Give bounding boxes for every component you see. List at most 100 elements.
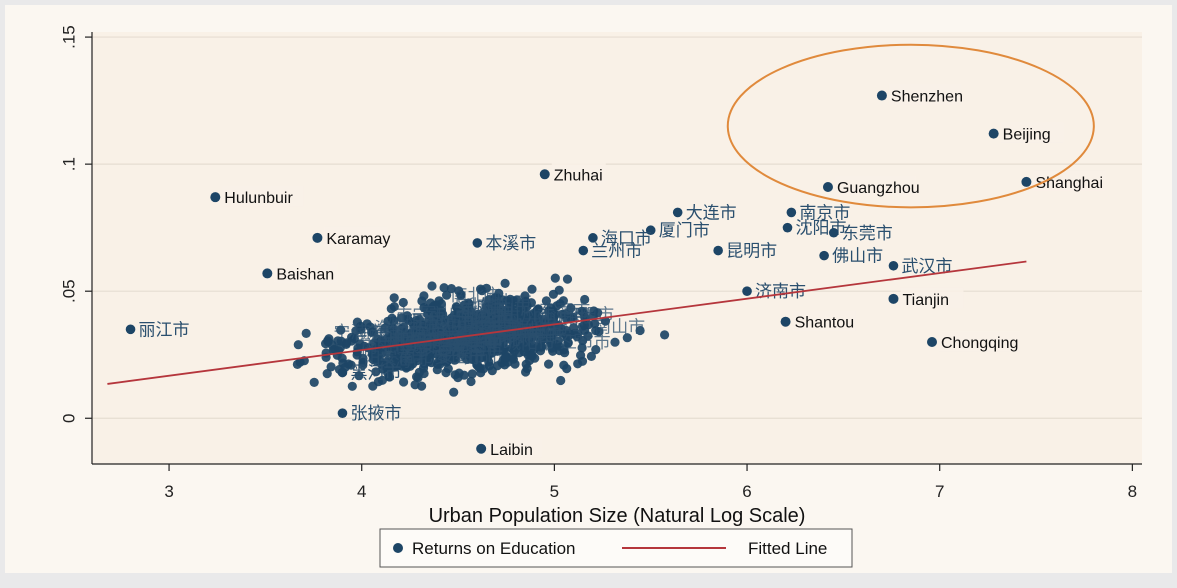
legend-marker-returns bbox=[393, 543, 403, 553]
filler-glyph: 阳山市 bbox=[389, 332, 440, 351]
point bbox=[403, 347, 413, 357]
highlight-ellipse bbox=[726, 43, 1095, 209]
point-label: 武汉市 bbox=[901, 257, 952, 276]
filler-glyph: 安海市 bbox=[419, 337, 470, 356]
point bbox=[564, 329, 574, 339]
legend-label-fitted: Fitted Line bbox=[748, 539, 827, 558]
filler-glyph: 海阳市 bbox=[374, 319, 425, 338]
filler-glyph: 安安市 bbox=[478, 318, 529, 337]
point bbox=[367, 327, 377, 337]
point bbox=[527, 284, 537, 294]
point-label: Beijing bbox=[1003, 127, 1051, 144]
point bbox=[410, 380, 420, 390]
point bbox=[589, 306, 599, 316]
point bbox=[500, 352, 510, 362]
point-label: 东莞市 bbox=[842, 224, 893, 243]
point bbox=[594, 327, 604, 337]
point bbox=[521, 367, 531, 377]
point bbox=[472, 238, 483, 248]
gridlines bbox=[92, 36, 1142, 419]
point bbox=[407, 318, 417, 328]
x-tick-label: 3 bbox=[164, 482, 173, 501]
point bbox=[500, 278, 510, 288]
point bbox=[576, 350, 586, 360]
plot-area bbox=[92, 32, 1142, 464]
point bbox=[399, 377, 409, 387]
point bbox=[125, 324, 136, 335]
point bbox=[389, 316, 399, 326]
point bbox=[530, 331, 540, 341]
point bbox=[488, 334, 498, 344]
point bbox=[782, 222, 793, 233]
point bbox=[532, 312, 542, 322]
point-label: 佛山市 bbox=[832, 247, 883, 266]
point bbox=[336, 325, 346, 335]
point bbox=[482, 306, 492, 316]
x-tick-label: 7 bbox=[935, 482, 944, 501]
point bbox=[501, 319, 511, 329]
filler-glyph: 江市市 bbox=[560, 333, 611, 352]
label-bg bbox=[939, 331, 1020, 352]
point bbox=[414, 333, 424, 343]
point bbox=[354, 371, 364, 381]
point bbox=[347, 381, 357, 391]
point bbox=[452, 302, 462, 313]
point bbox=[588, 233, 598, 243]
point bbox=[466, 376, 476, 387]
point bbox=[541, 296, 552, 306]
point-label: Laibin bbox=[490, 442, 533, 459]
point bbox=[459, 310, 469, 320]
filler-glyph: 阳安市 bbox=[538, 327, 589, 346]
label-bg bbox=[274, 262, 338, 283]
point bbox=[610, 337, 620, 347]
point bbox=[435, 352, 445, 362]
filler-glyph: 东南市 bbox=[539, 301, 590, 320]
label-bg bbox=[324, 226, 388, 247]
point bbox=[481, 322, 491, 332]
point-label: 厦门市 bbox=[659, 221, 710, 240]
point bbox=[479, 364, 489, 374]
point-label: 丽江市 bbox=[139, 320, 190, 339]
point bbox=[591, 345, 601, 355]
point bbox=[457, 320, 467, 330]
point bbox=[386, 304, 396, 314]
point bbox=[378, 364, 388, 374]
axes: 0 .05 .1 .15 3 4 5 6 7 8 bbox=[59, 25, 1142, 501]
point bbox=[466, 352, 476, 362]
point bbox=[577, 343, 587, 353]
point bbox=[548, 289, 559, 299]
point bbox=[521, 334, 532, 344]
point bbox=[368, 381, 378, 391]
point bbox=[510, 359, 520, 369]
filler-glyph: 海安市 bbox=[448, 338, 499, 357]
point bbox=[396, 330, 406, 340]
point bbox=[580, 294, 590, 305]
label-bg bbox=[888, 84, 961, 105]
point bbox=[988, 128, 999, 139]
point bbox=[419, 291, 429, 301]
point bbox=[438, 340, 448, 350]
point bbox=[544, 359, 554, 369]
point bbox=[496, 345, 506, 355]
filler-glyph: 东阳市 bbox=[563, 306, 614, 325]
point bbox=[430, 300, 440, 311]
point-label: 昆明市 bbox=[726, 242, 777, 261]
filler-glyph: 南海市 bbox=[354, 323, 405, 342]
point bbox=[819, 250, 829, 261]
point bbox=[888, 260, 899, 271]
point bbox=[427, 281, 437, 291]
label-bg bbox=[834, 176, 916, 197]
point bbox=[301, 328, 311, 338]
point bbox=[557, 328, 567, 338]
point bbox=[337, 408, 348, 418]
point bbox=[439, 283, 449, 293]
point bbox=[476, 345, 486, 355]
label-bg bbox=[900, 287, 964, 308]
point bbox=[441, 368, 451, 378]
point bbox=[438, 316, 448, 326]
point bbox=[380, 323, 390, 333]
y-tick-label: .05 bbox=[59, 279, 78, 303]
point-label: 张掖市 bbox=[350, 404, 401, 423]
point-label: Guangzhou bbox=[837, 180, 920, 197]
